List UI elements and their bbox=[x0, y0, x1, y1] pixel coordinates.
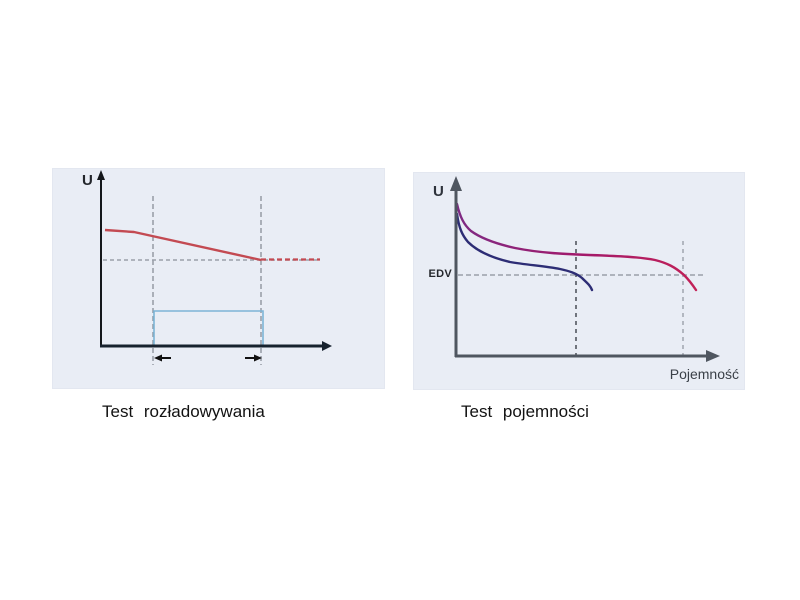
y-axis-label: U bbox=[82, 172, 93, 189]
capacity-test-chart bbox=[450, 176, 720, 362]
x-axis-label: Pojemność bbox=[669, 366, 739, 382]
x-axis-arrow-icon bbox=[706, 350, 720, 362]
x-axis-arrow-icon bbox=[322, 341, 332, 351]
curve-higher-capacity bbox=[455, 202, 698, 292]
caption-discharge-test: Test rozładowywania bbox=[102, 402, 265, 421]
capacity-test-panel: U EDV Pojemność bbox=[413, 172, 745, 390]
voltage-line bbox=[104, 228, 262, 262]
y-axis-arrow-icon bbox=[97, 170, 105, 180]
y-axis-label: U bbox=[433, 183, 444, 200]
load-pulse-line bbox=[153, 310, 264, 345]
curve-lower-capacity bbox=[455, 212, 594, 292]
discharge-test-chart bbox=[97, 170, 332, 365]
edv-label: EDV bbox=[428, 268, 452, 280]
interval-arrow-left-icon bbox=[154, 354, 171, 362]
discharge-test-panel: U bbox=[52, 168, 385, 389]
caption-capacity-test: Test pojemności bbox=[461, 402, 589, 421]
y-axis-arrow-icon bbox=[450, 176, 462, 191]
interval-arrow-right-icon bbox=[245, 354, 262, 362]
